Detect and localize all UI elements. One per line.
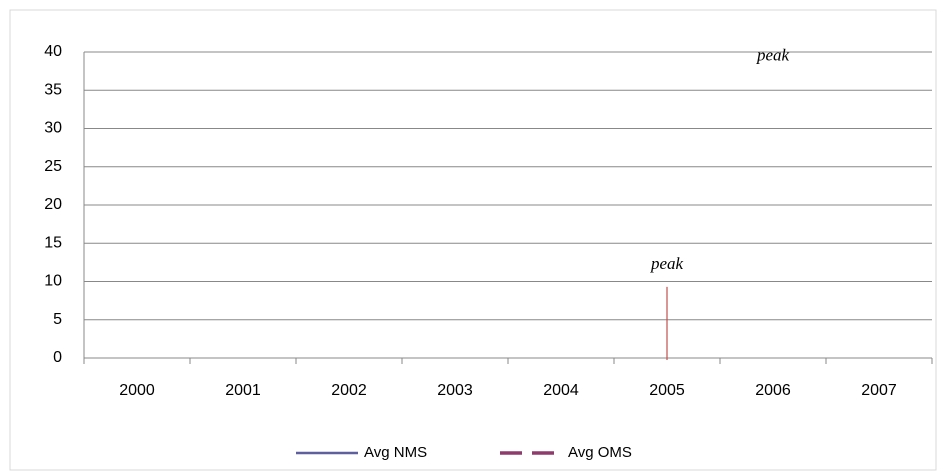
- legend-label: Avg NMS: [364, 444, 427, 461]
- y-tick-label: 25: [44, 158, 62, 175]
- x-tick-label: 2002: [331, 382, 367, 399]
- x-tick-label: 2001: [225, 382, 261, 399]
- annotation: peak: [756, 46, 790, 65]
- y-tick-label: 40: [44, 43, 62, 60]
- y-tick-label: 5: [53, 311, 62, 328]
- y-tick-label: 0: [53, 349, 62, 366]
- y-tick-label: 15: [44, 234, 62, 251]
- y-tick-label: 10: [44, 273, 62, 290]
- x-tick-label: 2006: [755, 382, 791, 399]
- y-tick-label: 20: [44, 196, 62, 213]
- y-tick-label: 35: [44, 81, 62, 98]
- x-tick-label: 2003: [437, 382, 473, 399]
- annotation: peak: [650, 254, 684, 273]
- x-tick-label: 2000: [119, 382, 155, 399]
- y-tick-label: 30: [44, 120, 62, 137]
- x-tick-label: 2005: [649, 382, 685, 399]
- chart-frame: [9, 9, 937, 471]
- legend-label: Avg OMS: [568, 444, 632, 461]
- x-tick-label: 2007: [861, 382, 897, 399]
- x-tick-label: 2004: [543, 382, 579, 399]
